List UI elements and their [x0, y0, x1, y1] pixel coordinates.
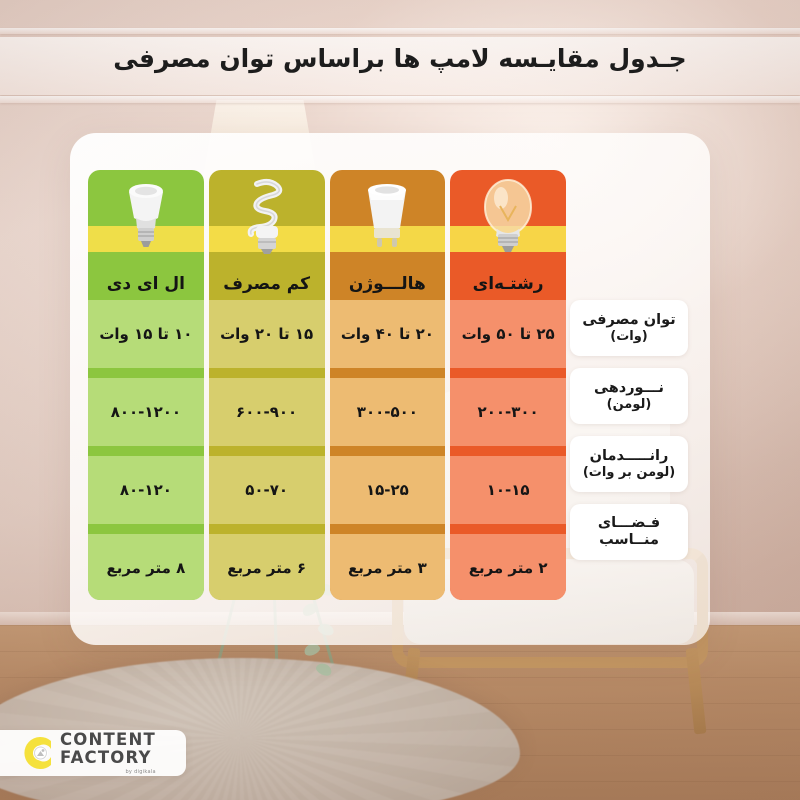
column-header-label: ال ای دی — [106, 274, 185, 294]
cell-efficacy-halogen: ۱۵-۲۵ — [329, 456, 446, 524]
logo-wordmark: CONTENT FACTORY by digikala — [60, 729, 156, 775]
column-led[interactable]: ال ای دی ۱۰ تا ۱۵ وات ۸۰۰-۱۲۰۰ ۸۰-۱۲۰ ۸ … — [88, 170, 204, 600]
cell-lumens-halogen: ۳۰۰-۵۰۰ — [329, 378, 446, 446]
logo-tagline: by digikala — [125, 768, 156, 775]
row-label-power: توان مصرفی (وات) — [570, 300, 688, 356]
column-halogen[interactable]: هالـــوژن ۲۰ تا ۴۰ وات ۳۰۰-۵۰۰ ۱۵-۲۵ ۳ م… — [329, 170, 446, 600]
cell-area-halogen: ۳ متر مربع — [329, 534, 446, 600]
cfl-bulb-icon — [247, 178, 282, 254]
column-header-label: هالـــوژن — [348, 274, 426, 294]
logo-line-1: CONTENT — [60, 729, 156, 749]
column-header-incandescent: رشتـه‌ای — [450, 170, 566, 300]
column-header-led: ال ای دی — [88, 170, 204, 300]
column-incandescent[interactable]: رشتـه‌ای ۲۵ تا ۵۰ وات ۲۰۰-۳۰۰ ۱۰-۱۵ ۲ مت… — [450, 170, 566, 600]
cell-lumens-cfl: ۶۰۰-۹۰۰ — [208, 378, 325, 446]
cell-lumens-incandescent: ۲۰۰-۳۰۰ — [450, 378, 566, 446]
cell-power-led: ۱۰ تا ۱۵ وات — [88, 300, 204, 368]
page-title: جـدول مقایـسه لامپ ها براساس توان مصرفی — [113, 44, 687, 73]
cell-power-halogen: ۲۰ تا ۴۰ وات — [329, 300, 446, 368]
row-label-efficacy: رانـــــدمان (لومن بر وات) — [570, 436, 688, 492]
cell-area-cfl: ۶ متر مربع — [208, 534, 325, 600]
incandescent-bulb-icon — [484, 179, 533, 252]
table-columns: توان مصرفی (وات) نـــوردهی (لومن) رانـــ… — [88, 170, 688, 600]
row-label-gutter: توان مصرفی (وات) نـــوردهی (لومن) رانـــ… — [566, 170, 688, 600]
cell-efficacy-incandescent: ۱۰-۱۵ — [450, 456, 566, 524]
content-factory-c-icon — [18, 732, 60, 774]
cell-area-incandescent: ۲ متر مربع — [450, 534, 566, 600]
logo-line-2: FACTORY — [60, 748, 152, 767]
column-header-halogen: هالـــوژن — [329, 170, 446, 300]
cell-power-cfl: ۱۵ تا ۲۰ وات — [208, 300, 325, 368]
column-cfl[interactable]: کم مصرف ۱۵ تا ۲۰ وات ۶۰۰-۹۰۰ ۵۰-۷۰ ۶ متر… — [208, 170, 325, 600]
halogen-bulb-icon — [368, 184, 407, 247]
wall-moulding-top — [0, 28, 800, 34]
brand-logo[interactable]: CONTENT FACTORY by digikala — [0, 730, 186, 776]
cell-efficacy-cfl: ۵۰-۷۰ — [208, 456, 325, 524]
cell-area-led: ۸ متر مربع — [88, 534, 204, 600]
cell-power-incandescent: ۲۵ تا ۵۰ وات — [450, 300, 566, 368]
column-header-cfl: کم مصرف — [208, 170, 325, 300]
row-label-area: فـضـــای منــاسب — [570, 504, 688, 560]
column-header-label: کم مصرف — [223, 274, 310, 294]
wall-moulding-band — [0, 37, 800, 95]
lamp-comparison-table: توان مصرفی (وات) نـــوردهی (لومن) رانـــ… — [88, 170, 688, 600]
led-bulb-icon — [128, 184, 163, 247]
row-label-lumens: نـــوردهی (لومن) — [570, 368, 688, 424]
cell-efficacy-led: ۸۰-۱۲۰ — [88, 456, 204, 524]
cell-lumens-led: ۸۰۰-۱۲۰۰ — [88, 378, 204, 446]
column-header-label: رشتـه‌ای — [472, 274, 544, 294]
wall-moulding-bottom — [0, 96, 800, 103]
